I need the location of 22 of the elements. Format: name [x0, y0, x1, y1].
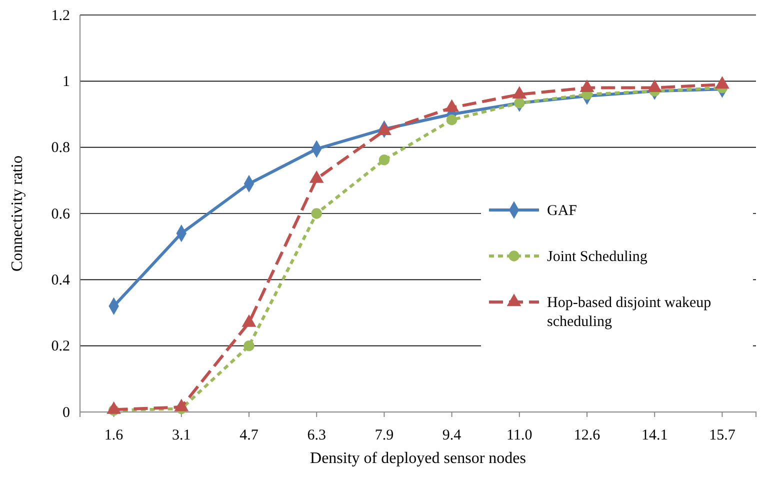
y-tick-label: 0.2 — [51, 338, 70, 355]
y-tick-label: 0.8 — [51, 140, 70, 156]
x-tick-label: 4.7 — [240, 428, 259, 444]
x-tick-label: 6.3 — [307, 428, 326, 444]
x-axis-title: Density of deployed sensor nodes — [310, 450, 526, 467]
x-tick-label: 1.6 — [104, 428, 124, 444]
legend-label: Joint Scheduling — [547, 249, 648, 265]
x-tick-label: 12.6 — [574, 428, 601, 444]
y-tick-label: 1.2 — [51, 8, 70, 24]
x-tick-label: 7.9 — [374, 428, 394, 444]
x-tick-label: 9.4 — [442, 428, 462, 444]
x-tick-label: 15.7 — [709, 428, 736, 444]
legend-label: GAF — [547, 203, 578, 219]
y-axis-title: Connectivity ratio — [9, 156, 26, 272]
y-tick-label: 0.4 — [51, 272, 70, 288]
legend-label: Hop-based disjoint wakeup scheduling — [547, 295, 712, 330]
y-tick-label: 1 — [62, 74, 70, 90]
x-tick-label: 14.1 — [641, 428, 668, 444]
y-tick-label: 0 — [62, 404, 70, 421]
y-tick-label: 0.6 — [51, 206, 70, 222]
x-tick-label: 3.1 — [172, 428, 191, 444]
x-tick-label: 11.0 — [506, 428, 532, 444]
